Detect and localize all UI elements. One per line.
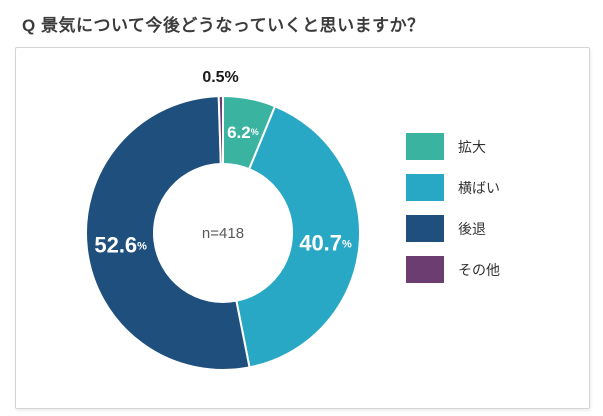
legend-label-0: 拡大 <box>458 138 486 155</box>
legend-swatch-1 <box>406 174 444 201</box>
legend-item-1: 横ばい <box>406 174 500 201</box>
segment-value-label-2: 52.6% <box>94 232 147 257</box>
segment-value-label-0: 6.2% <box>227 123 259 142</box>
legend-swatch-0 <box>406 133 444 160</box>
donut-chart: 6.2% 40.7% 52.6% 0.5% n=418 <box>85 69 361 371</box>
donut-segment-3 <box>217 95 224 166</box>
legend-item-2: 後退 <box>406 215 500 242</box>
donut-segment-2 <box>85 95 251 371</box>
legend-label-3: その他 <box>458 261 500 278</box>
segment-value-label-1: 40.7% <box>299 231 352 256</box>
legend-label-2: 後退 <box>458 220 486 237</box>
sample-size-label: n=418 <box>202 225 244 242</box>
legend-swatch-3 <box>406 256 444 283</box>
segment-value-label-3: 0.5% <box>202 69 238 86</box>
legend-swatch-2 <box>406 215 444 242</box>
legend-label-1: 横ばい <box>458 179 500 196</box>
page-title: Q 景気について今後どうなっていくと思いますか？ <box>22 16 425 35</box>
legend: 拡大横ばい後退その他 <box>406 133 500 297</box>
chart-card: 6.2% 40.7% 52.6% 0.5% n=418 拡大横ばい後退その他 <box>15 47 590 409</box>
legend-item-3: その他 <box>406 256 500 283</box>
legend-item-0: 拡大 <box>406 133 500 160</box>
donut-segment-1 <box>235 105 361 369</box>
